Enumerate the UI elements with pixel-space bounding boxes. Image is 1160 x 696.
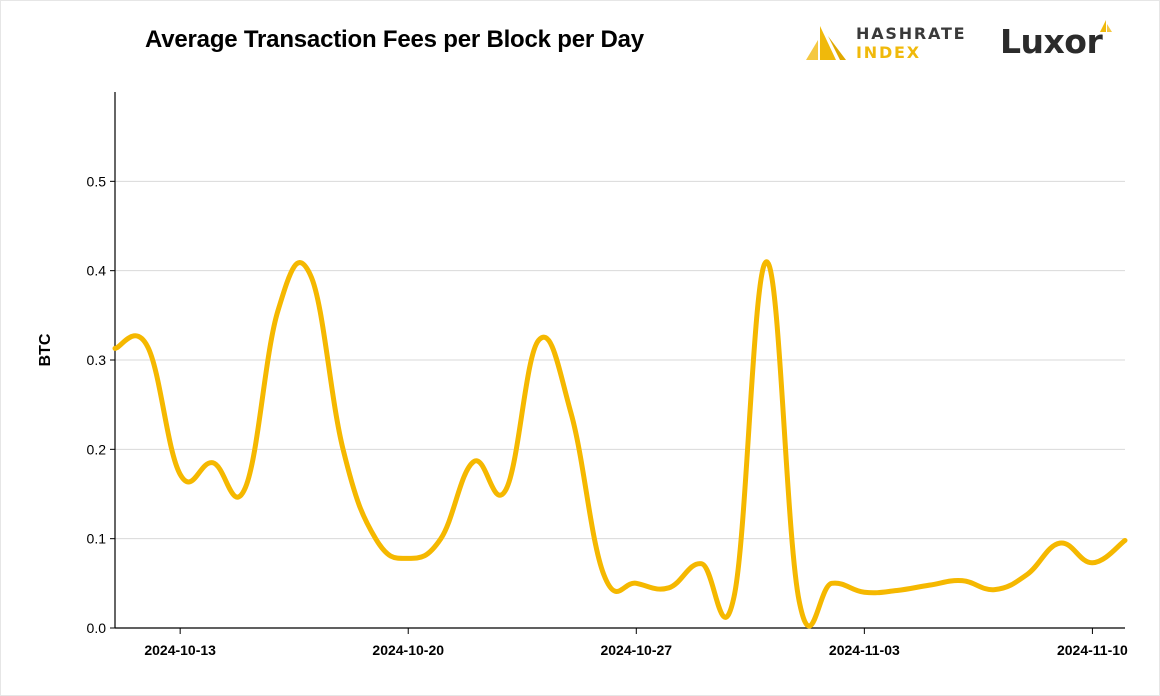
x-tick-label: 2024-11-10	[1057, 642, 1128, 658]
luxor-logo-text: Luxor	[1000, 22, 1103, 61]
series-line	[112, 259, 1128, 629]
y-tick-label: 0.4	[87, 263, 107, 279]
hashrate-index-logo: HASHRATE INDEX	[806, 22, 966, 64]
y-tick-label: 0.3	[87, 352, 107, 368]
hashrate-index-mark-icon	[806, 26, 846, 60]
y-tick-label: 0.0	[87, 620, 107, 636]
x-tick-label: 2024-10-27	[600, 642, 672, 658]
x-axis-ticks: 2024-10-13 2024-10-20 2024-10-27 2024-11-03…	[144, 628, 1128, 658]
y-axis-ticks: 0.0 0.1 0.2 0.3 0.4 0.5	[87, 173, 115, 636]
luxor-mark-icon	[1100, 20, 1112, 32]
x-tick-label: 2024-11-03	[829, 642, 900, 658]
y-axis-label: BTC	[37, 333, 54, 366]
y-tick-label: 0.1	[87, 531, 107, 547]
grid-lines	[115, 180, 1125, 540]
x-tick-label: 2024-10-20	[372, 642, 444, 658]
index-logo-text: INDEX	[856, 43, 921, 62]
luxor-logo: Luxor	[1000, 18, 1118, 64]
hashrate-logo-text: HASHRATE	[856, 24, 967, 43]
chart-title: Average Transaction Fees per Block per D…	[145, 26, 644, 53]
x-tick-label: 2024-10-13	[144, 642, 216, 658]
y-tick-label: 0.5	[87, 173, 107, 189]
y-tick-label: 0.2	[87, 441, 107, 457]
